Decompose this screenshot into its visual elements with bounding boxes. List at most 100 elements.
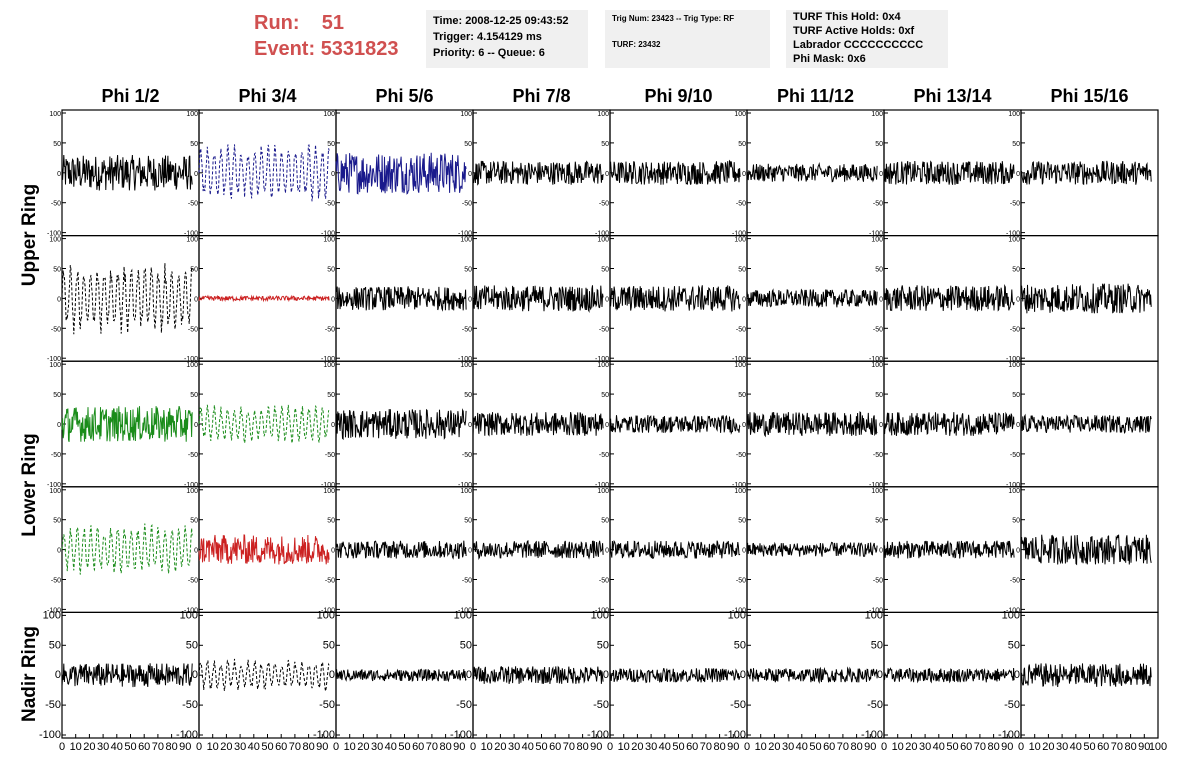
y-tick-label: -100 (458, 356, 472, 363)
y-tick-label: 0 (1016, 171, 1020, 178)
x-tick-label: 10 (1029, 741, 1041, 753)
x-tick-label: 90 (590, 741, 602, 753)
event-row: Event: 5331823 (254, 36, 399, 62)
waveform-trace (198, 294, 330, 303)
y-tick-label: 50 (601, 141, 609, 148)
y-tick-label: 0 (605, 171, 609, 178)
x-tick-label: 40 (1070, 741, 1082, 753)
x-tick-label: 90 (453, 741, 465, 753)
y-tick-label: 50 (1012, 518, 1020, 525)
x-tick-label: 0 (59, 741, 65, 753)
waveform-trace (61, 663, 193, 688)
y-tick-label: 0 (192, 669, 198, 681)
y-tick-label: -100 (47, 231, 61, 238)
y-tick-label: -50 (51, 326, 61, 333)
x-tick-label: 0 (607, 741, 613, 753)
y-tick-label: -50 (51, 452, 61, 459)
y-tick-label: -100 (47, 607, 61, 614)
y-tick-label: 50 (1012, 141, 1020, 148)
waveform-trace (609, 667, 741, 684)
x-tick-label: 40 (522, 741, 534, 753)
y-tick-label: -100 (587, 729, 609, 741)
x-tick-label: 70 (1111, 741, 1123, 753)
y-tick-label: 100 (460, 488, 472, 495)
waveform-trace (1020, 283, 1152, 314)
y-tick-label: 100 (728, 609, 746, 621)
waveform-trace (1020, 663, 1152, 688)
y-tick-label: -50 (1010, 201, 1020, 208)
y-tick-label: 100 (186, 362, 198, 369)
y-tick-label: 100 (460, 111, 472, 118)
turf-this-hold-line: TURF This Hold: 0x4 (793, 11, 901, 23)
y-tick-label: -100 (595, 482, 609, 489)
x-tick-label: 70 (563, 741, 575, 753)
y-tick-label: 50 (464, 392, 472, 399)
x-tick-label: 10 (70, 741, 82, 753)
waveform-trace (472, 160, 604, 186)
y-tick-label: 100 (186, 111, 198, 118)
x-tick-label: 50 (672, 741, 684, 753)
y-tick-label: 50 (601, 518, 609, 525)
y-tick-label: -100 (732, 356, 746, 363)
x-tick-label: 0 (196, 741, 202, 753)
y-tick-label: -100 (321, 607, 335, 614)
y-tick-label: 0 (57, 422, 61, 429)
x-tick-label: 30 (645, 741, 657, 753)
y-tick-label: -50 (1010, 452, 1020, 459)
y-tick-label: -50 (599, 452, 609, 459)
x-tick-label: 50 (124, 741, 136, 753)
y-tick-label: 50 (734, 639, 746, 651)
y-tick-label: -100 (47, 356, 61, 363)
y-tick-label: -50 (462, 201, 472, 208)
x-tick-label: 60 (1097, 741, 1109, 753)
y-tick-label: -50 (188, 578, 198, 585)
y-tick-label: -100 (176, 729, 198, 741)
waveform-trace (335, 540, 467, 560)
x-tick-label: 80 (302, 741, 314, 753)
y-tick-label: 50 (1008, 639, 1020, 651)
x-tick-label: 80 (850, 741, 862, 753)
x-tick-label: 10 (344, 741, 356, 753)
y-tick-label: 0 (879, 171, 883, 178)
turf-line: TURF: 23432 (612, 40, 661, 49)
y-tick-label: 100 (460, 362, 472, 369)
y-tick-label: -100 (450, 729, 472, 741)
x-tick-label: 60 (686, 741, 698, 753)
y-tick-label: 50 (738, 266, 746, 273)
y-tick-label: -50 (188, 326, 198, 333)
y-tick-label: -100 (321, 482, 335, 489)
y-tick-label: -50 (325, 578, 335, 585)
x-tick-label: 20 (83, 741, 95, 753)
y-tick-label: 100 (734, 362, 746, 369)
y-tick-label: 100 (460, 237, 472, 244)
y-tick-label: 0 (331, 422, 335, 429)
y-tick-label: -100 (321, 231, 335, 238)
x-tick-label: 90 (1001, 741, 1013, 753)
y-tick-label: -50 (873, 452, 883, 459)
x-tick-label: 30 (782, 741, 794, 753)
y-tick-label: 0 (331, 171, 335, 178)
time-trigger-box: Time: 2008-12-25 09:43:52 Trigger: 4.154… (426, 10, 588, 68)
y-tick-label: 0 (468, 171, 472, 178)
y-tick-label: 0 (1016, 422, 1020, 429)
y-tick-label: 100 (323, 488, 335, 495)
waveform-trace (746, 288, 878, 308)
x-tick-label: 50 (809, 741, 821, 753)
y-tick-label: -100 (595, 231, 609, 238)
y-tick-label: -50 (736, 452, 746, 459)
y-tick-label: -100 (1006, 607, 1020, 614)
x-tick-label: 70 (426, 741, 438, 753)
y-tick-label: 0 (194, 548, 198, 555)
y-tick-label: 0 (879, 296, 883, 303)
col-title-phi-3-4: Phi 3/4 (238, 86, 297, 106)
y-tick-label: -50 (51, 201, 61, 208)
y-tick-label: 50 (871, 639, 883, 651)
x-tick-label: 40 (248, 741, 260, 753)
waveform-trace (198, 144, 330, 202)
y-tick-label: 50 (49, 639, 61, 651)
col-title-phi-9-10: Phi 9/10 (644, 86, 713, 106)
y-tick-label: -50 (319, 699, 335, 711)
y-tick-label: 50 (190, 392, 198, 399)
x-tick-label: 60 (960, 741, 972, 753)
waveform-trace (1020, 413, 1152, 434)
